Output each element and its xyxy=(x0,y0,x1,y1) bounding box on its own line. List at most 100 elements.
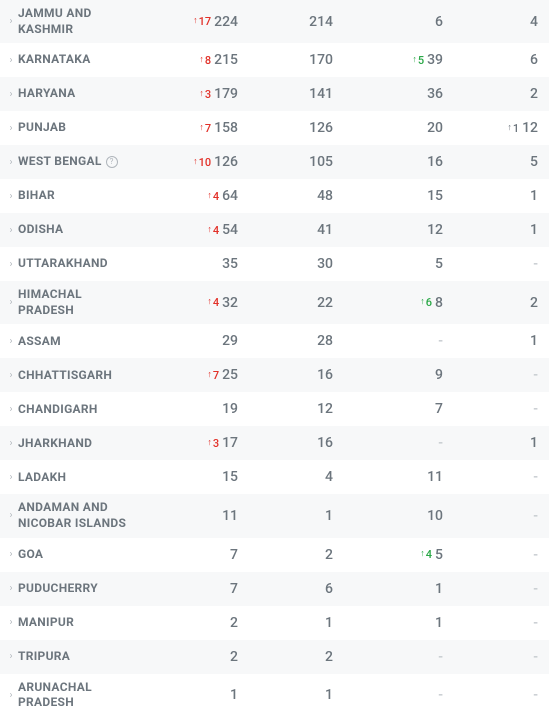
chevron-right-icon[interactable]: › xyxy=(0,510,18,521)
table-row[interactable]: ›KARNATAKA↑8215170↑5396 xyxy=(0,43,549,77)
cell-value: 16 xyxy=(427,154,443,170)
cell-value: - xyxy=(438,435,443,451)
cell-value: 1 xyxy=(530,188,538,204)
data-cell: 7 xyxy=(136,581,246,597)
table-row[interactable]: ›TRIPURA22-- xyxy=(0,640,549,674)
chevron-right-icon[interactable]: › xyxy=(0,123,18,134)
arrow-up-icon: ↑ xyxy=(412,56,417,65)
table-row[interactable]: ›ODISHA↑45441121 xyxy=(0,213,549,247)
table-row[interactable]: ›JAMMU AND KASHMIR↑1722421464 xyxy=(0,0,549,43)
chevron-right-icon[interactable]: › xyxy=(0,583,18,594)
table-row[interactable]: ›PUNJAB↑715812620↑112 xyxy=(0,111,549,145)
cell-value: - xyxy=(533,649,538,665)
data-cell: - xyxy=(451,367,546,383)
cell-value: 2 xyxy=(530,295,538,311)
data-cell: - xyxy=(451,256,546,272)
delta-value: ↑10 xyxy=(193,156,211,169)
data-cell: 36 xyxy=(341,86,451,102)
state-name: CHHATTISGARH xyxy=(18,368,136,384)
data-cell: 170 xyxy=(246,52,341,68)
delta-value: ↑3 xyxy=(199,88,211,101)
chevron-right-icon[interactable]: › xyxy=(0,297,18,308)
table-row[interactable]: ›PUDUCHERRY761- xyxy=(0,572,549,606)
cell-value: 2 xyxy=(230,649,238,665)
chevron-right-icon[interactable]: › xyxy=(0,617,18,628)
table-row[interactable]: ›HIMACHAL PRADESH↑43222↑682 xyxy=(0,281,549,324)
chevron-right-icon[interactable]: › xyxy=(0,438,18,449)
table-row[interactable]: ›ARUNACHAL PRADESH11-- xyxy=(0,674,549,717)
data-cell: 11 xyxy=(136,508,246,524)
chevron-right-icon[interactable]: › xyxy=(0,157,18,168)
table-row[interactable]: ›HARYANA↑3179141362 xyxy=(0,77,549,111)
data-cell: - xyxy=(451,649,546,665)
table-row[interactable]: ›ANDAMAN AND NICOBAR ISLANDS11110- xyxy=(0,494,549,537)
cell-value: 5 xyxy=(435,256,443,272)
cell-value: 35 xyxy=(222,256,238,272)
data-cell: ↑725 xyxy=(136,367,246,383)
data-cell: 1 xyxy=(341,581,451,597)
state-name: BIHAR xyxy=(18,188,136,204)
cell-value: 6 xyxy=(530,52,538,68)
table-row[interactable]: ›ASSAM2928-1 xyxy=(0,324,549,358)
table-row[interactable]: ›GOA72↑45- xyxy=(0,538,549,572)
data-cell: 28 xyxy=(246,333,341,349)
table-row[interactable]: ›CHHATTISGARH↑725169- xyxy=(0,358,549,392)
table-row[interactable]: ›WEST BENGAL?↑10126105165 xyxy=(0,145,549,179)
cell-value: - xyxy=(533,256,538,272)
data-cell: 1 xyxy=(451,333,546,349)
data-cell: 214 xyxy=(246,14,341,30)
table-row[interactable]: ›LADAKH15411- xyxy=(0,460,549,494)
chevron-right-icon[interactable]: › xyxy=(0,690,18,701)
table-row[interactable]: ›MANIPUR211- xyxy=(0,606,549,640)
data-cell: - xyxy=(451,581,546,597)
state-name: HARYANA xyxy=(18,86,136,102)
cell-value: 15 xyxy=(427,188,443,204)
data-cell: 41 xyxy=(246,222,341,238)
state-name: TRIPURA xyxy=(18,649,136,665)
table-row[interactable]: ›UTTARAKHAND35305- xyxy=(0,247,549,281)
cell-value: 36 xyxy=(427,86,443,102)
chevron-right-icon[interactable]: › xyxy=(0,259,18,270)
cell-value: 2 xyxy=(325,649,333,665)
cell-value: - xyxy=(533,547,538,563)
data-cell: ↑464 xyxy=(136,188,246,204)
chevron-right-icon[interactable]: › xyxy=(0,549,18,560)
chevron-right-icon[interactable]: › xyxy=(0,55,18,66)
arrow-up-icon: ↑ xyxy=(199,90,204,99)
chevron-right-icon[interactable]: › xyxy=(0,472,18,483)
chevron-right-icon[interactable]: › xyxy=(0,225,18,236)
chevron-right-icon[interactable]: › xyxy=(0,651,18,662)
table-row[interactable]: ›BIHAR↑46448151 xyxy=(0,179,549,213)
table-row[interactable]: ›JHARKHAND↑31716-1 xyxy=(0,426,549,460)
cell-value: 22 xyxy=(317,295,333,311)
state-name: MANIPUR xyxy=(18,615,136,631)
data-cell: ↑10126 xyxy=(136,154,246,170)
info-icon[interactable]: ? xyxy=(106,156,118,168)
data-cell: ↑317 xyxy=(136,435,246,451)
cell-value: 5 xyxy=(435,547,443,563)
arrow-up-icon: ↑ xyxy=(193,158,198,167)
cell-value: 19 xyxy=(222,401,238,417)
table-row[interactable]: ›CHANDIGARH19127- xyxy=(0,392,549,426)
chevron-right-icon[interactable]: › xyxy=(0,16,18,27)
data-cell: 16 xyxy=(246,367,341,383)
chevron-right-icon[interactable]: › xyxy=(0,191,18,202)
cell-value: - xyxy=(533,367,538,383)
data-cell: 11 xyxy=(341,469,451,485)
arrow-up-icon: ↑ xyxy=(207,226,212,235)
cell-value: 6 xyxy=(435,14,443,30)
chevron-right-icon[interactable]: › xyxy=(0,89,18,100)
chevron-right-icon[interactable]: › xyxy=(0,404,18,415)
cell-value: 2 xyxy=(530,86,538,102)
data-cell: 29 xyxy=(136,333,246,349)
state-name: HIMACHAL PRADESH xyxy=(18,287,136,318)
chevron-right-icon[interactable]: › xyxy=(0,370,18,381)
data-cell: 15 xyxy=(136,469,246,485)
data-cell: ↑3179 xyxy=(136,86,246,102)
cell-value: 1 xyxy=(325,687,333,703)
delta-value: ↑4 xyxy=(207,190,219,203)
state-name: GOA xyxy=(18,547,136,563)
data-cell: 19 xyxy=(136,401,246,417)
data-cell: - xyxy=(341,649,451,665)
chevron-right-icon[interactable]: › xyxy=(0,336,18,347)
